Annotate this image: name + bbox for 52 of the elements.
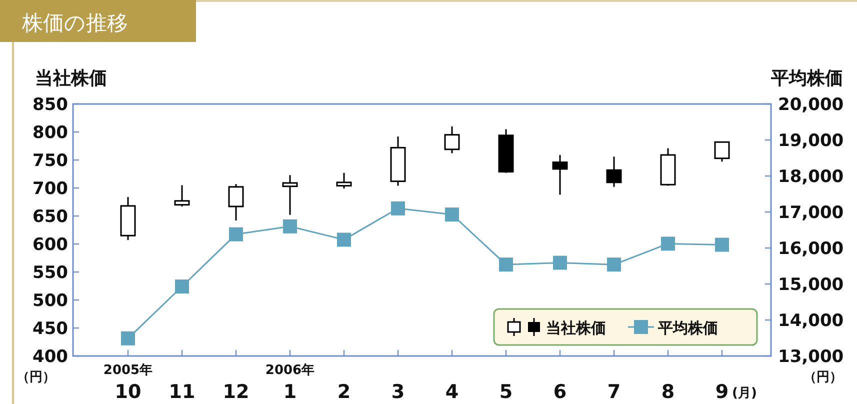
text: （円） — [804, 370, 842, 385]
y-tick-label: 750 — [32, 151, 68, 171]
x-tick-label: 6 — [553, 381, 567, 403]
x-tick-label: 3 — [391, 381, 405, 403]
y2-tick-label: 19,000 — [778, 131, 844, 151]
point — [607, 258, 621, 272]
legend-label: 当社株価 — [546, 319, 606, 337]
text: 2006年 — [265, 363, 315, 378]
point — [337, 232, 351, 247]
y2-tick-label: 18,000 — [778, 167, 844, 187]
y2-tick-label: 16,000 — [778, 239, 844, 259]
y-tick-label: 450 — [32, 319, 68, 339]
y-tick-label: 500 — [32, 291, 68, 311]
y-tick-label: 650 — [32, 207, 68, 227]
y-tick-label: 800 — [32, 123, 68, 143]
y2-tick-label: 14,000 — [778, 311, 844, 331]
x-tick-label: 2 — [337, 381, 351, 403]
x-tick-label: 9 — [715, 381, 729, 403]
y-tick-label: 600 — [32, 235, 68, 255]
point — [229, 227, 243, 242]
x-tick-label: 12 — [222, 381, 250, 403]
point — [553, 256, 567, 270]
point — [391, 201, 405, 216]
y-tick-label: 850 — [32, 95, 68, 115]
y-tick-label: 700 — [32, 179, 68, 199]
y2-tick-label: 20,000 — [778, 95, 844, 115]
point — [499, 258, 513, 272]
point — [283, 219, 297, 234]
point — [715, 238, 729, 252]
y2-tick-label: 17,000 — [778, 203, 844, 223]
x-tick-label: 7 — [607, 381, 621, 403]
text: （円） — [16, 370, 56, 385]
y2-tick-label: 13,000 — [778, 347, 844, 367]
y-axis-title: 当社株価 — [35, 68, 107, 89]
y-tick-label: 400 — [32, 347, 68, 367]
y2-tick-label: 15,000 — [778, 275, 844, 295]
x-tick-label: 1 — [283, 381, 297, 403]
x-tick-label: 4 — [445, 381, 459, 403]
x-tick-label: 11 — [168, 381, 196, 403]
text: (月) — [732, 386, 757, 401]
y2-axis-title: 平均株価 — [770, 68, 843, 89]
chart-title: 株価の推移 — [21, 11, 128, 35]
text: 2005年 — [103, 363, 153, 378]
y-tick-label: 550 — [32, 263, 68, 283]
point — [661, 236, 675, 251]
x-tick-label: 5 — [499, 381, 513, 403]
point — [445, 208, 459, 222]
legend-label: 平均株価 — [657, 319, 718, 337]
x-tick-label: 8 — [661, 381, 675, 403]
x-tick-label: 10 — [114, 381, 142, 403]
point — [175, 280, 189, 294]
point — [121, 331, 135, 346]
